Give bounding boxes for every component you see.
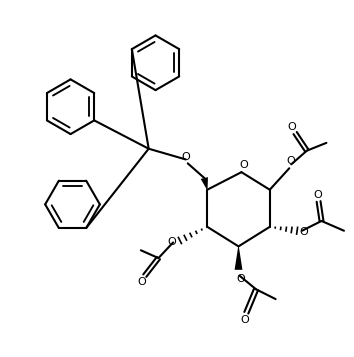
- Text: O: O: [299, 227, 308, 237]
- Text: O: O: [181, 151, 190, 161]
- Text: O: O: [240, 315, 249, 325]
- Text: O: O: [137, 277, 146, 287]
- Text: O: O: [313, 190, 322, 200]
- Text: O: O: [168, 237, 177, 247]
- Text: O: O: [236, 273, 245, 283]
- Polygon shape: [235, 246, 242, 270]
- Text: O: O: [288, 122, 297, 132]
- Text: O: O: [239, 160, 248, 170]
- Text: O: O: [287, 156, 296, 166]
- Polygon shape: [201, 177, 208, 190]
